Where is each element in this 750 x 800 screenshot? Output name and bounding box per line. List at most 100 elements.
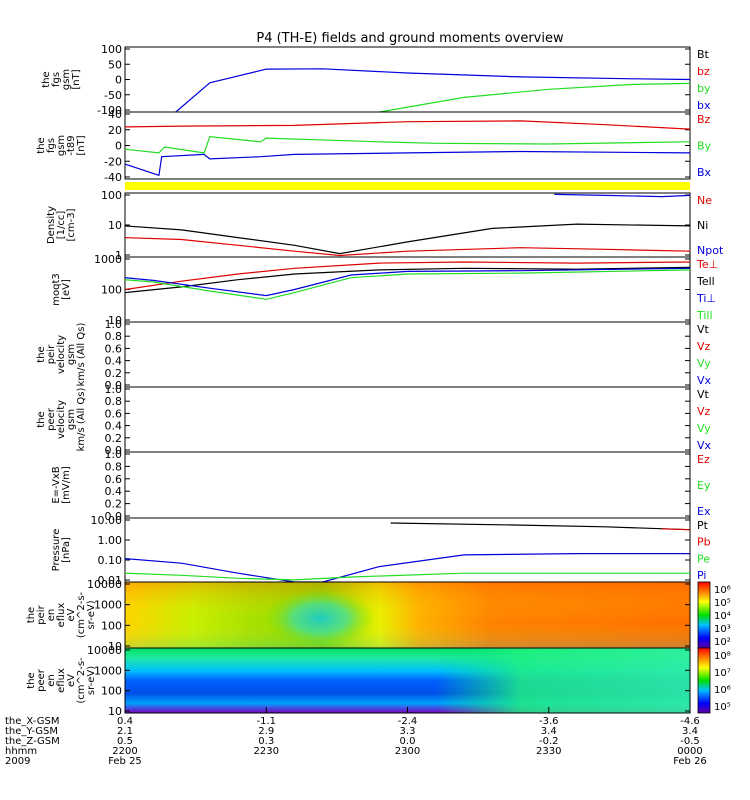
y-axis-label-line: the	[36, 346, 47, 362]
legend-entry: By	[697, 140, 712, 153]
y-axis-label: the peir velocity gsm km/s (All Qs)	[36, 323, 87, 387]
x-tick-label: -3.6	[539, 716, 559, 727]
y-axis-label-line: the	[36, 411, 47, 427]
legend-entry: bz	[697, 65, 710, 78]
x-tick-label: 0.0	[400, 736, 416, 747]
y-axis-label-line: -t89	[66, 135, 77, 155]
legend-entry: Vz	[697, 340, 711, 353]
y-axis-label-line: the	[41, 71, 52, 87]
panel-3: 100 10 1 Density [1/cc] [cm-3] Ne Ni Npot	[46, 189, 724, 262]
y-axis-label-line: eV	[66, 674, 77, 687]
y-tick-label: 1000	[94, 599, 122, 612]
y-tick-label: 10000	[87, 644, 122, 657]
y-tick-label: 1	[115, 249, 122, 262]
panel-1: 100 50 0 -50 -100 the fgs gsm [nT] Bt bz by bx	[41, 43, 711, 117]
y-axis-label-line: [mV/m]	[61, 466, 72, 504]
y-tick-label: 100	[101, 43, 122, 56]
series-Ni	[124, 223, 691, 255]
y-axis-label-line: eflux	[56, 603, 67, 628]
y-tick-label: 0.6	[105, 407, 123, 420]
y-axis-label-line: Density	[46, 206, 57, 244]
x-row-label: hhmm	[5, 746, 37, 757]
y-tick-label: 100	[101, 685, 122, 698]
legend-entry: Te⊥	[696, 258, 718, 271]
series-Ne	[124, 237, 691, 257]
y-tick-label: 0.10	[98, 554, 123, 567]
series-Bx	[124, 150, 691, 177]
legend-entry: Vx	[697, 439, 712, 452]
y-tick-label: 10	[108, 640, 122, 653]
legend-entry: by	[697, 82, 711, 95]
y-axis-label-line: [cm-3]	[66, 208, 77, 241]
x-tick-label: 2230	[254, 746, 279, 757]
y-axis-label: the fgs gsm -t89 [nT]	[36, 135, 87, 156]
mode-bar	[125, 182, 690, 190]
y-tick-label: 10	[108, 705, 122, 718]
series-Till	[124, 269, 691, 300]
colorbar-tick-label: 10²	[714, 637, 731, 648]
y-tick-label: -100	[97, 104, 122, 117]
panel-frame	[124, 256, 691, 323]
y-axis-label-line: the	[26, 672, 37, 688]
x-tick-label: -0.5	[680, 736, 700, 747]
x-tick-label: 3.3	[400, 726, 416, 737]
y-tick-label: 1.0	[105, 448, 123, 461]
legend-entry: Bt	[697, 48, 710, 61]
y-axis-label-line: [eV]	[61, 279, 72, 300]
y-axis-label-line: peir	[46, 344, 57, 364]
y-axis-label: the peer en eflux eV (cm^2-s-sr-eV)	[26, 657, 97, 704]
y-tick-label: 0.2	[105, 432, 123, 445]
legend-entry: Vy	[697, 357, 711, 370]
panel-2: 40 20 0 -20 -40 the fgs gsm -t89 [nT] Bz By Bx	[36, 108, 712, 184]
y-tick-label: 100	[101, 284, 122, 297]
x-tick-label: 0.3	[258, 736, 274, 747]
colorbar-tick-label: 10⁴	[714, 611, 731, 622]
y-axis-label-line: en	[46, 674, 57, 687]
legend-entry: Npot	[697, 244, 724, 257]
y-tick-label: 0.8	[105, 395, 123, 408]
figure-title: P4 (TH-E) fields and ground moments over…	[256, 31, 564, 46]
panel-frame	[124, 386, 691, 453]
x-tick-label: 2300	[395, 746, 420, 757]
y-tick-label: 0.2	[105, 498, 123, 511]
y-axis-label: Pressure [nPa]	[51, 529, 72, 572]
y-tick-label: 0.4	[105, 355, 123, 368]
colorbar-tick-label: 10³	[714, 624, 731, 635]
y-axis-label-line: sr-eV)	[86, 600, 97, 629]
y-tick-label: -40	[104, 171, 122, 184]
legend-entry: Vz	[697, 405, 711, 418]
y-tick-label: 10000	[87, 578, 122, 591]
y-tick-label: 1.0	[105, 383, 123, 396]
x-row-label: the_Z-GSM	[5, 736, 60, 747]
y-axis-label-line: (cm^2-s-	[76, 591, 87, 638]
series-Npot	[554, 193, 691, 198]
y-tick-label: 10	[108, 314, 122, 327]
y-axis-label-line: [1/cc]	[56, 211, 67, 240]
y-tick-label: -50	[104, 89, 122, 102]
y-axis-label-line: velocity	[56, 335, 67, 374]
y-axis-label-line: km/s (All Qs)	[76, 323, 87, 387]
y-axis-label-line: [nT]	[76, 135, 87, 155]
y-axis-label-line: gsm	[61, 69, 72, 90]
x-tick-label: 3.4	[682, 726, 698, 737]
x-tick-label: -4.6	[680, 716, 700, 727]
panel-4: 1000 100 10 moqt3 [eV] Te⊥ Tell Ti⊥ Till	[51, 253, 718, 327]
colorbar-tick-label: 10⁸	[714, 651, 731, 662]
y-axis-label-line: fgs	[46, 138, 57, 153]
y-tick-label: 1.0	[105, 318, 123, 331]
x-tick-label: Feb 26	[673, 756, 707, 767]
x-tick-label: 2.9	[258, 726, 274, 737]
legend-entry: Ni	[697, 219, 708, 232]
y-axis-label: moqt3 [eV]	[51, 273, 72, 306]
y-tick-label: 0	[115, 140, 122, 153]
panel-7: 1.00.80.60.40.20.0 E=-VxB [mV/m] Ez Ey Ex	[51, 448, 711, 523]
electron-colorbar	[697, 647, 711, 714]
y-tick-label: -20	[104, 155, 122, 168]
ion-spectrogram-core	[265, 588, 375, 648]
y-tick-label: 0.6	[105, 342, 123, 355]
series-Bz	[124, 120, 691, 130]
y-axis-label-line: fgs	[51, 72, 62, 87]
panel-frame	[124, 517, 691, 583]
x-tick-label: 2200	[112, 746, 137, 757]
